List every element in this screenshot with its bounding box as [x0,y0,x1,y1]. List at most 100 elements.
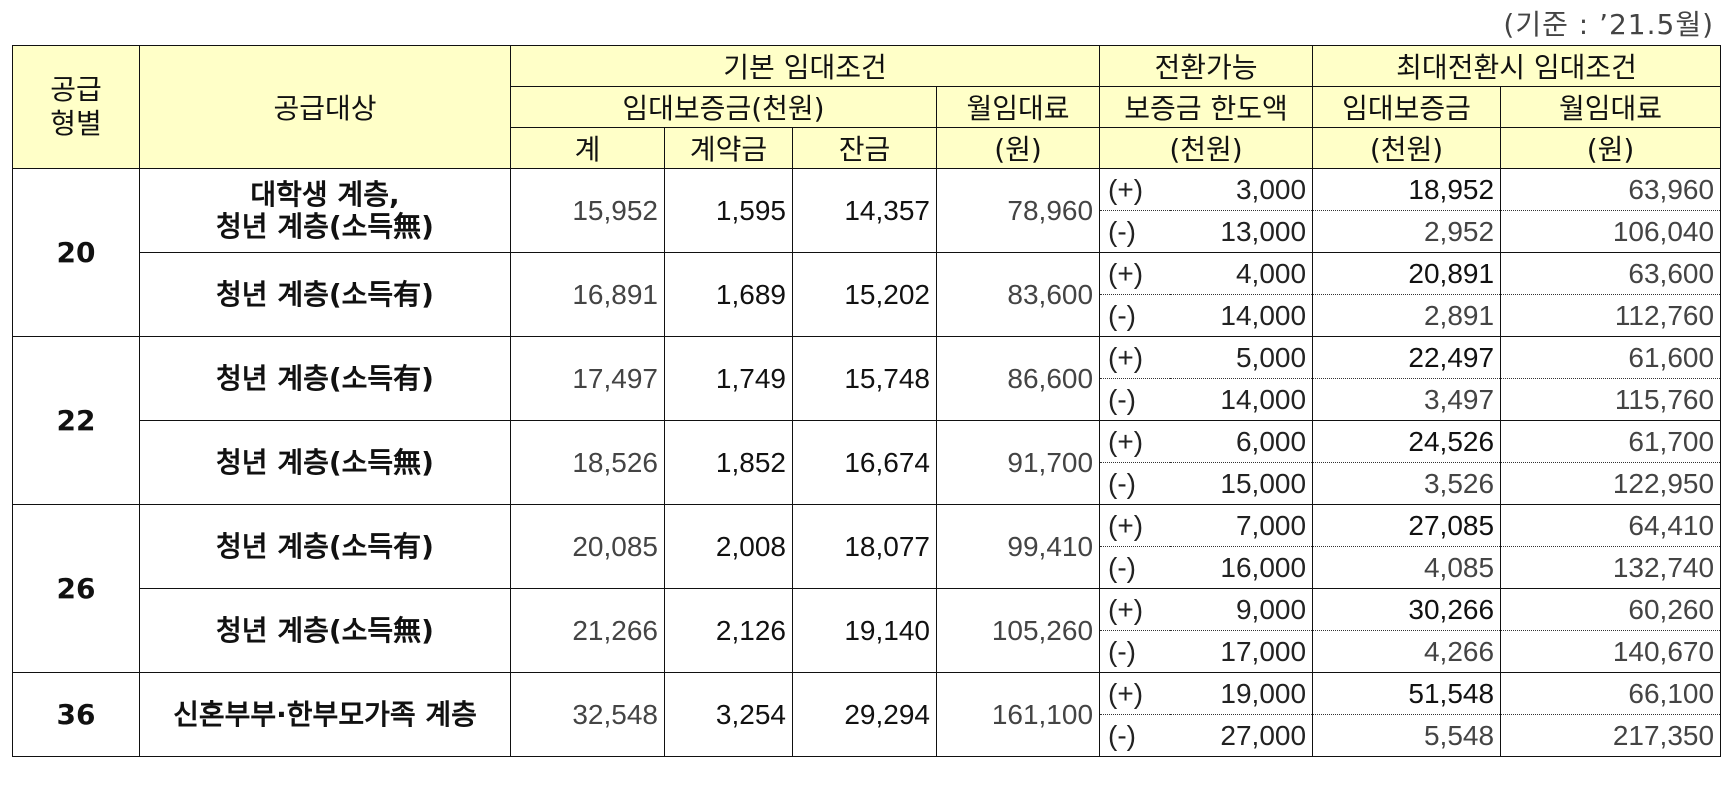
header-total: 계 [510,127,665,169]
max-deposit-cell: 51,548 [1312,672,1502,715]
monthly-rent-cell: 86,600 [935,336,1101,421]
supply-type-cell: 20 [12,168,140,337]
increase-limit-cell: 9,000 [1169,588,1314,631]
balance-cell: 15,748 [792,336,937,421]
down-payment-cell: 2,008 [664,504,793,589]
supply-target-cell: 청년 계층(소득無) [139,420,511,505]
increase-sign: (+) [1099,420,1170,463]
balance-cell: 14,357 [792,168,937,253]
table-row: (-) 16,000 4,085 132,740 [13,546,1722,589]
min-deposit-cell: 2,952 [1312,210,1502,253]
increase-limit-cell: 7,000 [1169,504,1314,547]
monthly-rent-cell: 91,700 [935,420,1101,505]
down-payment-cell: 3,254 [664,672,793,757]
max-deposit-cell: 18,952 [1312,168,1502,211]
header-monthly-rent-1: 월임대료 [935,86,1101,128]
max-rent-cell: 61,700 [1500,420,1722,463]
increase-sign: (+) [1099,588,1170,631]
header-monthly-rent-2: (원) [935,127,1101,169]
deposit-total-cell: 18,526 [510,420,665,505]
table-row: 36 신혼부부·한부모가족 계층 32,548 3,254 29,294 161,100(… [12,672,1722,757]
table-row: 20 대학생 계층, 청년 계층(소득無) 15,952 1,595 14,357 78,… [12,168,1722,337]
table-row: (-) 15,000 3,526 122,950 [13,462,1722,505]
min-rent-cell: 140,670 [1500,630,1722,673]
supply-target-cell: 신혼부부·한부모가족 계층 [139,672,511,757]
down-payment-cell: 1,689 [664,252,793,337]
max-deposit-cell: 22,497 [1312,336,1502,379]
header-balance: 잔금 [792,127,937,169]
min-rent-cell: 112,760 [1500,294,1722,337]
min-rent-cell: 132,740 [1500,546,1722,589]
decrease-limit-cell: 15,000 [1169,462,1314,505]
balance-cell: 18,077 [792,504,937,589]
increase-sign: (+) [1099,168,1170,211]
increase-limit-cell: 19,000 [1169,672,1314,715]
header-convertible-3: (천원) [1099,127,1314,169]
table-body: 20 대학생 계층, 청년 계층(소득無) 15,952 1,595 14,357 78,… [12,168,1722,757]
header-convertible-2: 보증금 한도액 [1099,86,1314,128]
max-deposit-cell: 24,526 [1312,420,1502,463]
rental-conditions-table: 공급 형별 공급대상 기본 임대조건 전환가능 최대전환시 임대조건 임대보증금… [12,45,1722,757]
header-max-rent-2: (원) [1500,127,1722,169]
increase-sign: (+) [1099,672,1170,715]
balance-cell: 16,674 [792,420,937,505]
monthly-rent-cell: 161,100 [935,672,1101,757]
decrease-sign: (-) [1099,294,1170,337]
monthly-rent-cell: 99,410 [935,504,1101,589]
header-supply-type: 공급 형별 [12,45,140,169]
decrease-sign: (-) [1099,210,1170,253]
decrease-limit-cell: 16,000 [1169,546,1314,589]
down-payment-cell: 1,852 [664,420,793,505]
balance-cell: 19,140 [792,588,937,673]
table-row: (-) 27,000 5,548 217,350 [13,714,1722,757]
min-rent-cell: 115,760 [1500,378,1722,421]
supply-type-cell: 26 [12,504,140,673]
supply-target-cell: 청년 계층(소득有) [139,336,511,421]
table-row: 22 청년 계층(소득有) 17,497 1,749 15,748 86,600 (+) 5,… [12,336,1722,505]
decrease-limit-cell: 27,000 [1169,714,1314,757]
header-convertible-1: 전환가능 [1099,45,1314,87]
decrease-sign: (-) [1099,378,1170,421]
table-row: 청년 계층(소득無) 21,266 2,126 19,140 105,260 (+) 9,0… [13,588,1722,673]
header-down-payment: 계약금 [664,127,793,169]
increase-limit-cell: 3,000 [1169,168,1314,211]
min-rent-cell: 217,350 [1500,714,1722,757]
monthly-rent-cell: 105,260 [935,588,1101,673]
max-rent-cell: 60,260 [1500,588,1722,631]
min-rent-cell: 106,040 [1500,210,1722,253]
max-deposit-cell: 30,266 [1312,588,1502,631]
down-payment-cell: 1,595 [664,168,793,253]
supply-target-cell: 청년 계층(소득有) [139,504,511,589]
header-max-deposit-2: (천원) [1312,127,1502,169]
increase-sign: (+) [1099,252,1170,295]
increase-limit-cell: 5,000 [1169,336,1314,379]
max-rent-cell: 64,410 [1500,504,1722,547]
increase-sign: (+) [1099,504,1170,547]
decrease-limit-cell: 14,000 [1169,294,1314,337]
increase-limit-cell: 6,000 [1169,420,1314,463]
decrease-sign: (-) [1099,630,1170,673]
min-deposit-cell: 3,497 [1312,378,1502,421]
header-max-rent-1: 월임대료 [1500,86,1722,128]
increase-limit-cell: 4,000 [1169,252,1314,295]
min-rent-cell: 122,950 [1500,462,1722,505]
supply-target-cell: 청년 계층(소득無) [139,588,511,673]
min-deposit-cell: 4,085 [1312,546,1502,589]
table-row: 청년 계층(소득有) 16,891 1,689 15,202 83,600 (+) 4,00… [13,252,1722,337]
max-rent-cell: 66,100 [1500,672,1722,715]
monthly-rent-cell: 83,600 [935,252,1101,337]
deposit-total-cell: 20,085 [510,504,665,589]
max-rent-cell: 63,960 [1500,168,1722,211]
down-payment-cell: 1,749 [664,336,793,421]
down-payment-cell: 2,126 [664,588,793,673]
min-deposit-cell: 4,266 [1312,630,1502,673]
max-deposit-cell: 20,891 [1312,252,1502,295]
table-row: (-) 17,000 4,266 140,670 [13,630,1722,673]
deposit-total-cell: 16,891 [510,252,665,337]
table-row: 청년 계층(소득無) 18,526 1,852 16,674 91,700 (+) 6,00… [13,420,1722,505]
reference-date-note: (기준 : ’21.5월) [1503,8,1714,41]
header-max-deposit-1: 임대보증금 [1312,86,1502,128]
deposit-total-cell: 15,952 [510,168,665,253]
min-deposit-cell: 3,526 [1312,462,1502,505]
decrease-sign: (-) [1099,546,1170,589]
